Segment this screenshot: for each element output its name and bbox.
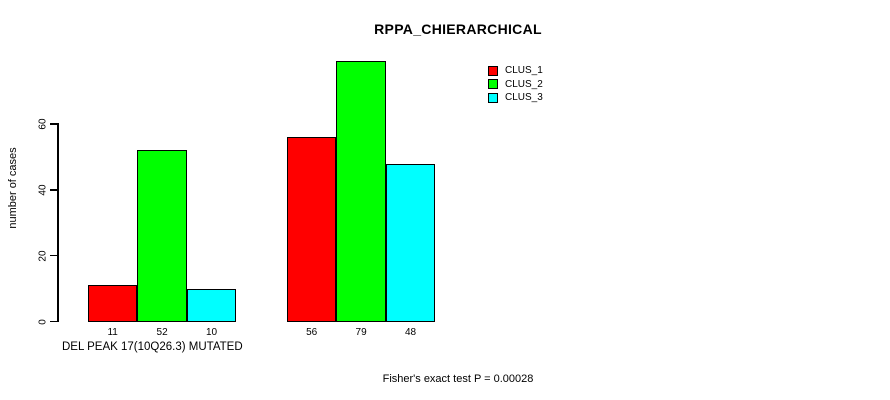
- bar-value-label: 52: [156, 327, 168, 338]
- y-tick-label: 40: [37, 184, 49, 196]
- bar-clus_2-group1: [137, 150, 187, 322]
- legend-label: CLUS_2: [505, 78, 543, 90]
- legend-swatch-clus_3: [488, 92, 498, 103]
- y-tick-label: 60: [37, 118, 49, 130]
- y-tick-label: 20: [37, 250, 49, 262]
- legend-swatch-clus_2: [488, 79, 498, 90]
- y-tick: [50, 320, 57, 323]
- y-axis-line: [57, 123, 59, 323]
- y-axis-label: number of cases: [7, 147, 19, 229]
- bar-clus_2-group2: [336, 61, 386, 322]
- y-tick: [50, 254, 57, 257]
- bar-value-label: 56: [306, 327, 318, 338]
- legend-item: CLUS_3: [488, 91, 543, 105]
- legend-label: CLUS_3: [505, 92, 543, 104]
- annotation-text: Fisher's exact test P = 0.00028: [382, 373, 534, 385]
- y-tick-label: 0: [37, 318, 49, 325]
- bar-value-label: 79: [355, 327, 367, 338]
- y-tick: [50, 189, 57, 191]
- legend-label: CLUS_1: [505, 65, 543, 77]
- chart-title: RPPA_CHIERARCHICAL: [374, 21, 542, 37]
- legend-item: CLUS_1: [488, 64, 543, 78]
- bar-clus_3-group2: [385, 163, 436, 322]
- bar-value-label: 10: [205, 327, 218, 338]
- y-tick: [50, 123, 57, 125]
- bar-value-label: 48: [404, 327, 417, 338]
- legend: CLUS_1 CLUS_2 CLUS_3: [488, 64, 543, 105]
- legend-swatch-clus_1: [488, 65, 498, 76]
- bar-value-label: 11: [107, 327, 118, 338]
- bar-clus_1-group2: [287, 137, 337, 322]
- bar-clus_3-group1: [186, 288, 237, 322]
- legend-item: CLUS_2: [488, 78, 543, 92]
- x-axis-label: DEL PEAK 17(10Q26.3) MUTATED: [62, 341, 243, 353]
- bar-clus_1-group1: [88, 285, 138, 322]
